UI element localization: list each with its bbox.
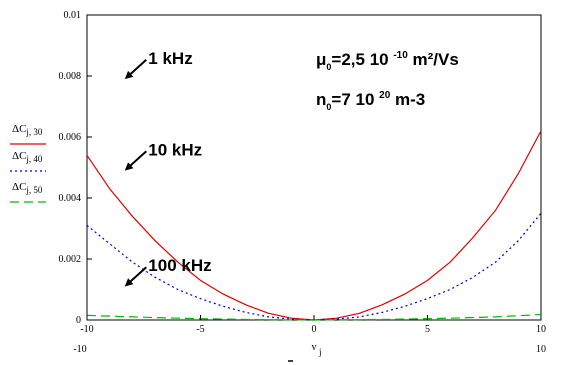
frequency-annotations: 1 kHz 10 kHz 100 kHz bbox=[124, 49, 212, 287]
annotation-arrow-1 bbox=[124, 59, 147, 80]
parameter-label-2: n0=7 10 20 m-3 bbox=[316, 90, 425, 112]
annotation-arrow-3 bbox=[124, 266, 147, 287]
x-tick-layer: -10 -5 0 5 10 bbox=[80, 315, 546, 335]
parameter-annotations: μ0=2,5 10 -10 m²/Vs n0=7 10 20 m-3 bbox=[316, 50, 459, 112]
x-axis-label-sub: j bbox=[318, 347, 322, 357]
frequency-label-3: 100 kHz bbox=[148, 256, 211, 275]
x-min-label: -10 bbox=[73, 344, 86, 355]
y-tick-layer: 0 0.002 0.004 0.006 0.008 0.01 bbox=[59, 10, 92, 326]
y-tick-label: 0.008 bbox=[59, 71, 82, 82]
x-axis-label: v bbox=[312, 342, 317, 353]
legend: ΔCj, 30 ΔCj, 40 ΔCj, 50 bbox=[10, 123, 46, 203]
legend-label-3: ΔCj, 50 bbox=[12, 181, 43, 195]
legend-label-2: ΔCj, 40 bbox=[12, 150, 43, 164]
frequency-label-2: 10 kHz bbox=[148, 140, 202, 159]
x-tick-label: 0 bbox=[312, 324, 317, 335]
y-tick-label: 0.01 bbox=[64, 10, 82, 21]
legend-label-1: ΔCj, 30 bbox=[12, 123, 43, 137]
x-axis-label-main: v bbox=[312, 342, 317, 353]
y-tick-label: 0.006 bbox=[59, 132, 82, 143]
y-tick-label: 0.002 bbox=[59, 254, 82, 265]
y-tick-label: 0.004 bbox=[59, 193, 82, 204]
x-tick-label: -5 bbox=[196, 324, 204, 335]
x-tick-label: 10 bbox=[536, 324, 546, 335]
x-max-label: 10 bbox=[536, 344, 546, 355]
parameter-label-1: μ0=2,5 10 -10 m²/Vs bbox=[316, 50, 459, 72]
y-tick-label: 0 bbox=[76, 315, 81, 326]
x-tick-label: 5 bbox=[425, 324, 430, 335]
annotation-arrow-2 bbox=[124, 150, 147, 171]
x-tick-label: -10 bbox=[80, 324, 93, 335]
frequency-label-1: 1 kHz bbox=[148, 49, 192, 68]
